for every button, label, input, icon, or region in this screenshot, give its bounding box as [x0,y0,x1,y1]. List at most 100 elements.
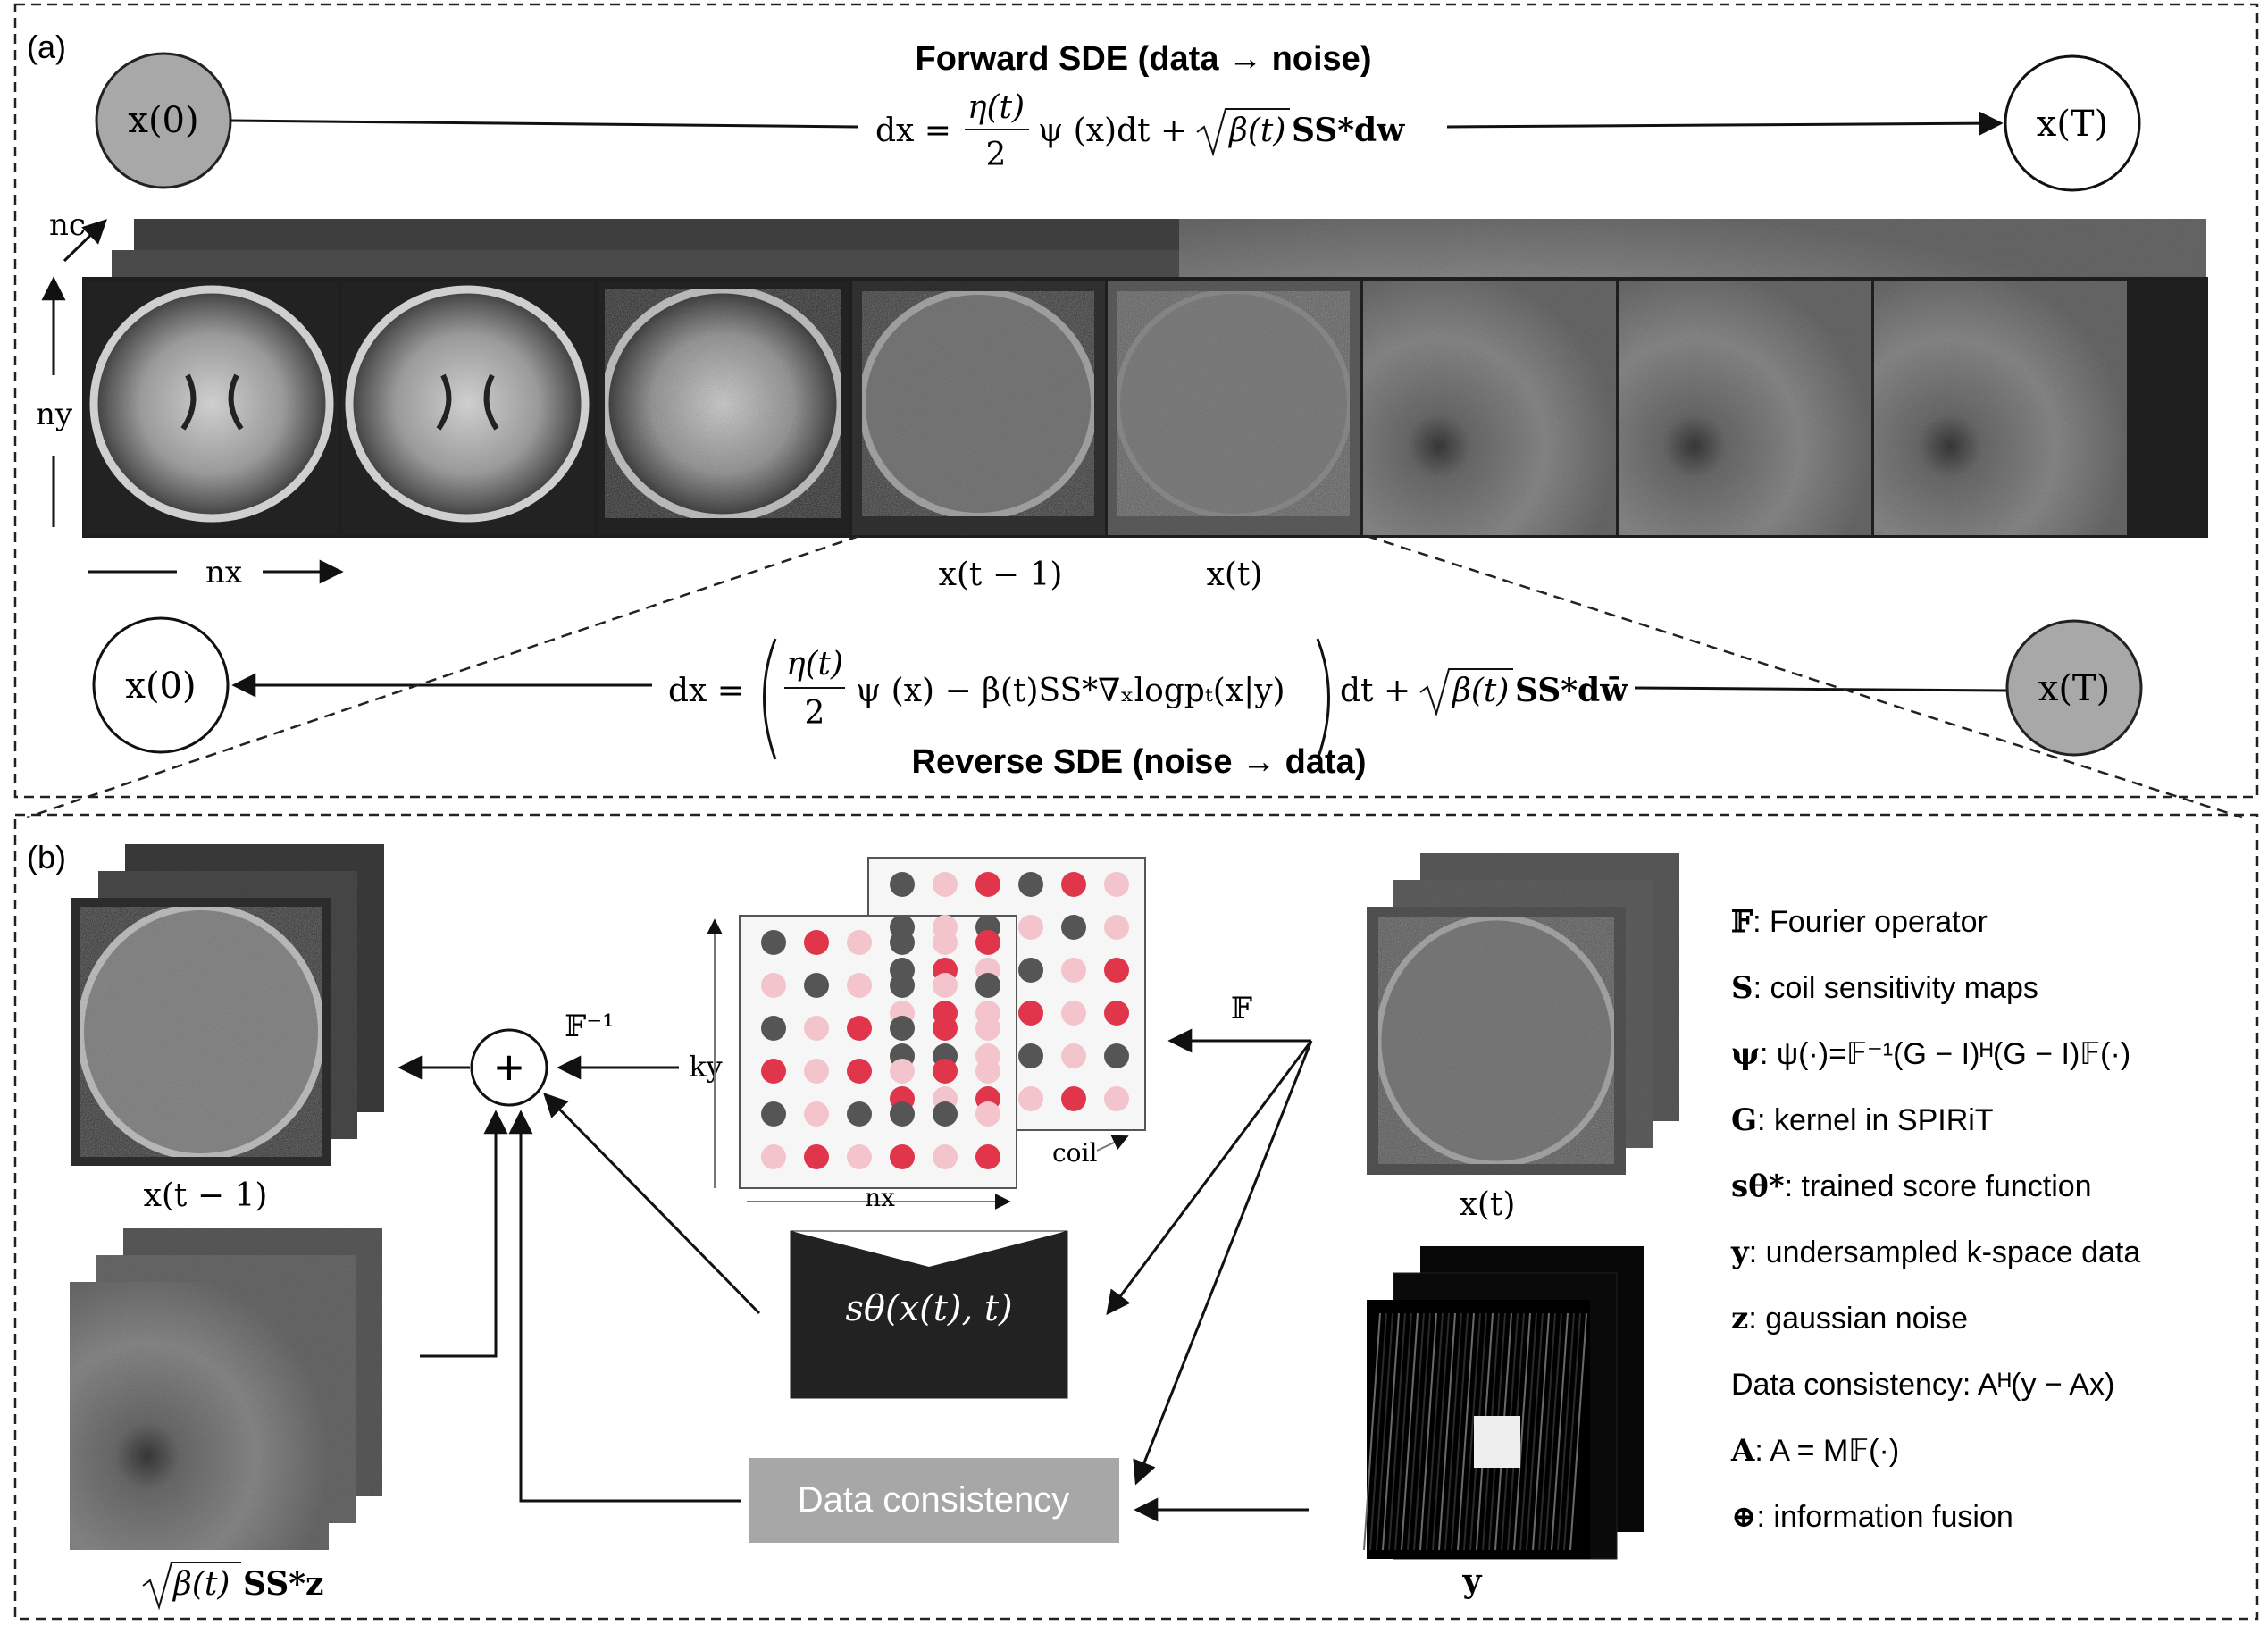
legend-symbol: G [1731,1102,1757,1138]
forward-eq-lhs: dx = [875,113,951,149]
noise-stack [70,1228,382,1550]
node-x0-reverse [92,616,230,754]
axis-nx-label: nx [205,555,242,591]
brain-frame-5 [1108,281,1360,535]
kspace-point [1061,1043,1086,1068]
y-center-block [1474,1416,1520,1468]
kspace-point [933,1144,958,1169]
kspace-point [761,1059,786,1084]
kspace-point [847,973,872,998]
reverse-eq-tail: SS*dw̄ [1515,672,1628,709]
kspace-point [975,1059,1000,1084]
legend-text: : kernel in SPIRiT [1757,1103,1994,1137]
legend-symbol: A [1730,1433,1755,1469]
legend-symbol: 𝔽 [1731,904,1753,940]
kspace-point [975,872,1000,897]
kspace-point [975,1144,1000,1169]
node-xT-reverse-label: x(T) [2038,668,2110,709]
image-strip-front [82,277,2208,538]
legend-item: ⊕: information fusion [1731,1499,2013,1535]
xt-minus-1-stack [71,844,384,1166]
arrow-xt-to-network [1106,1040,1313,1316]
legend-symbol: sθ* [1731,1168,1785,1204]
kspace-point [890,872,915,897]
kspace-point [847,930,872,955]
reverse-sde-equation: dx = η(t) 2 ψ (x) − β(t)SS*∇ₓlogpₜ(x|y) … [668,638,1628,760]
coil-label: coil [1052,1138,1097,1168]
legend-item: G: kernel in SPIRiT [1731,1102,1994,1138]
xt-stack [1367,853,1679,1175]
kspace-point [933,973,958,998]
node-x0-reverse-label: x(0) [125,666,196,707]
node-xT-forward [2004,54,2141,192]
legend-symbol: ψ [1731,1036,1760,1072]
fusion-plus: + [495,1039,524,1095]
label-x-t-minus-1: x(t − 1) [939,557,1063,593]
panel-a-frame [13,3,2259,799]
kspace-point [933,1059,958,1084]
forward-eq-tail: SS*dw [1292,112,1405,149]
kspace-point [890,1101,915,1127]
arrow-network-to-fusion [543,1093,761,1315]
noise-term-label: β(t) SS*z [142,1562,323,1611]
nx-label: nx [865,1183,895,1212]
kspace-point [975,930,1000,955]
y-sampling-line [1538,1312,1556,1551]
reverse-eq-inner: ψ (x) − β(t)SS*∇ₓlogpₜ(x|y) [856,673,1285,709]
y-sampling-line [1513,1312,1531,1551]
legend-text: : gaussian noise [1748,1302,1968,1336]
forward-eq-frac-den: 2 [986,137,1007,173]
kspace-point [847,1016,872,1041]
kspace-point [890,1059,915,1084]
legend-item: Data consistency: Aᴴ(y − Ax) [1731,1368,2114,1402]
kspace-point [975,1016,1000,1041]
kspace-point [804,930,829,955]
y-sampling-line [1457,1312,1475,1551]
kspace-point [890,1016,915,1041]
kspace-point [1104,1086,1129,1111]
axis-nc-label: nc [49,207,86,243]
kspace-point [1018,1043,1043,1068]
label-y: y [1462,1562,1483,1600]
kspace-point [890,1144,915,1169]
reverse-eq-frac-den: 2 [805,695,825,732]
kspace-point [1018,1086,1043,1111]
legend-text: : information fusion [1757,1500,2013,1534]
ky-label: ky [689,1050,722,1084]
fourier-label: 𝔽 [1231,991,1252,1026]
kspace-point [1061,1086,1086,1111]
panel-b-label: (b) [27,839,66,875]
y-sampling-line [1532,1312,1550,1551]
y-sampling-line [1401,1312,1419,1551]
kspace-point [1061,1001,1086,1026]
y-sampling-line [1426,1312,1444,1551]
kspace-point [804,1101,829,1127]
kspace-grid-front [739,915,1017,1189]
forward-eq-rest: ψ (x)dt + [1038,113,1187,149]
y-sampling-line [1419,1312,1437,1551]
reverse-eq-dt: dt + [1340,673,1410,709]
kspace-point [933,930,958,955]
legend-text: : Fourier operator [1753,905,1988,939]
forward-arrow [1446,111,2004,136]
y-sampling-line [1557,1312,1575,1551]
kspace-point [1018,915,1043,940]
legend-text: : trained score function [1785,1169,2092,1203]
reverse-eq-sqrt-sign [1419,668,1513,717]
y-sampling-line [1444,1312,1462,1551]
node-x0-forward-label: x(0) [128,100,198,141]
brain-frame-3 [597,281,849,535]
noise-frame-6 [1363,281,1616,535]
data-consistency-label: Data consistency [798,1480,1070,1520]
y-sampling-line [1394,1312,1412,1551]
arrow-xt-to-dc [1133,1040,1313,1486]
y-sampling-line [1563,1312,1581,1551]
legend-item: S: coil sensitivity maps [1731,970,2038,1006]
kspace-point [1061,872,1086,897]
y-sampling-line [1451,1312,1469,1551]
legend-item: A: A = M𝔽(·) [1730,1433,1899,1469]
legend: 𝔽: Fourier operator S: coil sensitivity m… [1730,904,2140,1535]
axis-ny-label: ny [36,397,73,432]
kspace-point [933,1016,958,1041]
kspace-point [1018,1001,1043,1026]
